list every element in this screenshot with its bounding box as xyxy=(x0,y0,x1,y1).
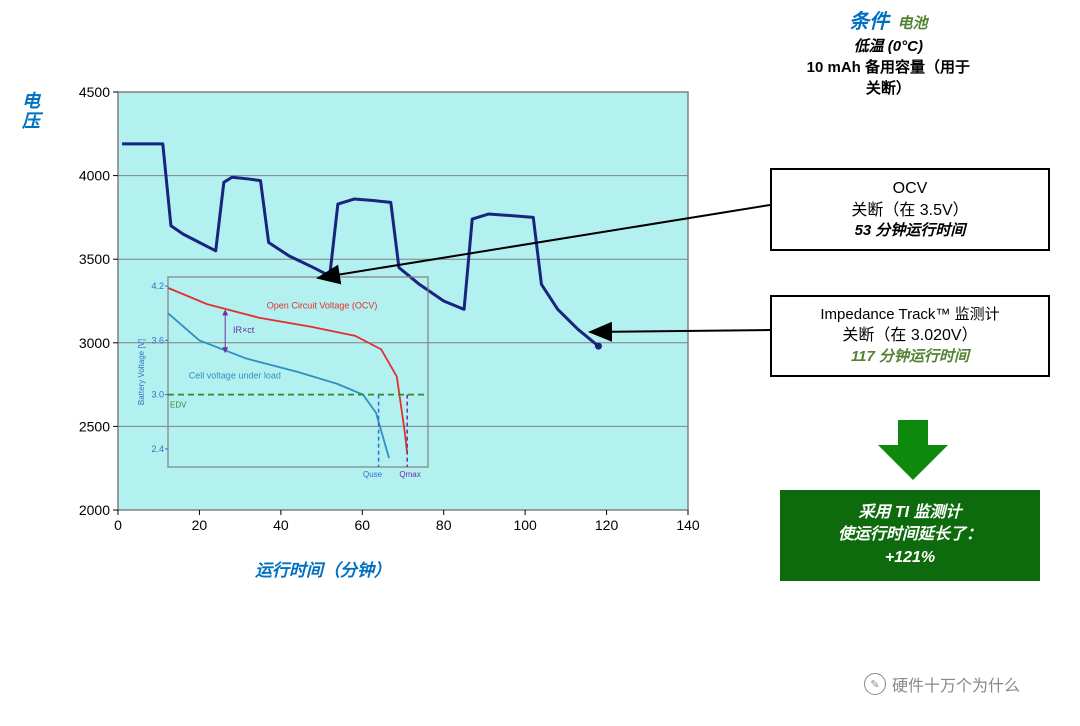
conditions-block: 条件 电池 低温 (0°C) 10 mAh 备用容量（用于 关断） xyxy=(807,8,970,99)
result-line2: 使运行时间延长了： xyxy=(788,524,1032,546)
result-box: 采用 TI 监测计 使运行时间延长了： +121% xyxy=(780,490,1040,581)
result-line1: 采用 TI 监测计 xyxy=(788,502,1032,524)
callout-impedance-track: Impedance Track™ 监测计 关断（在 3.020V） 117 分钟… xyxy=(770,295,1050,377)
svg-text:20: 20 xyxy=(192,517,208,533)
svg-text:120: 120 xyxy=(595,517,619,533)
svg-text:IR×ct: IR×ct xyxy=(233,325,255,335)
chart-svg: 0 20 40 60 80 100 120 140 2000 2500 3000 3500 4000 45… xyxy=(70,80,700,540)
svg-text:60: 60 xyxy=(354,517,370,533)
conditions-temp: 低温 (0°C) xyxy=(807,36,970,57)
y-axis-label: 电 压 xyxy=(22,92,40,132)
result-line3: +121% xyxy=(788,547,1032,569)
svg-text:Battery Voltage [V]: Battery Voltage [V] xyxy=(137,339,146,405)
y-axis-label-a: 电 xyxy=(22,92,40,112)
callout-it-runtime: 117 分钟运行时间 xyxy=(778,347,1042,367)
svg-text:140: 140 xyxy=(676,517,700,533)
svg-text:4000: 4000 xyxy=(79,168,110,184)
callout-it-title: Impedance Track™ 监测计 xyxy=(778,305,1042,325)
svg-text:40: 40 xyxy=(273,517,289,533)
svg-text:3000: 3000 xyxy=(79,335,110,351)
wechat-icon: ✎ xyxy=(864,673,886,695)
conditions-title: 条件 xyxy=(849,11,889,33)
svg-text:Qmax: Qmax xyxy=(399,470,420,479)
svg-text:4500: 4500 xyxy=(79,84,110,100)
svg-text:3.0: 3.0 xyxy=(151,390,164,400)
down-arrow-icon xyxy=(878,420,948,485)
svg-text:Quse: Quse xyxy=(363,470,383,479)
callout-ocv-title: OCV xyxy=(778,178,1042,200)
svg-text:0: 0 xyxy=(114,517,122,533)
svg-text:2500: 2500 xyxy=(79,418,110,434)
svg-text:EDV: EDV xyxy=(170,400,187,409)
svg-text:Cell voltage under load: Cell voltage under load xyxy=(189,370,281,380)
svg-text:80: 80 xyxy=(436,517,452,533)
svg-text:100: 100 xyxy=(513,517,537,533)
callout-ocv-shutdown: 关断（在 3.5V） xyxy=(778,200,1042,222)
svg-text:4.2: 4.2 xyxy=(151,281,164,291)
conditions-capacity-a: 10 mAh 备用容量（用于 xyxy=(807,57,970,78)
watermark-text: 硬件十万个为什么 xyxy=(892,672,1020,696)
x-axis-label: 运行时间（分钟） xyxy=(255,556,391,581)
svg-text:3500: 3500 xyxy=(79,251,110,267)
callout-it-shutdown: 关断（在 3.020V） xyxy=(778,325,1042,347)
conditions-sub: 电池 xyxy=(898,15,928,32)
svg-text:3.6: 3.6 xyxy=(151,335,164,345)
svg-text:2000: 2000 xyxy=(79,502,110,518)
y-axis-label-b: 压 xyxy=(22,112,40,132)
svg-text:Open Circuit Voltage (OCV): Open Circuit Voltage (OCV) xyxy=(267,301,378,311)
callout-ocv-runtime: 53 分钟运行时间 xyxy=(778,221,1042,241)
watermark: ✎ 硬件十万个为什么 xyxy=(864,672,1020,696)
conditions-capacity-b: 关断） xyxy=(807,78,970,99)
main-chart: 0 20 40 60 80 100 120 140 2000 2500 3000 3500 4000 45… xyxy=(70,80,700,540)
svg-text:2.4: 2.4 xyxy=(151,444,164,454)
callout-ocv: OCV 关断（在 3.5V） 53 分钟运行时间 xyxy=(770,168,1050,251)
